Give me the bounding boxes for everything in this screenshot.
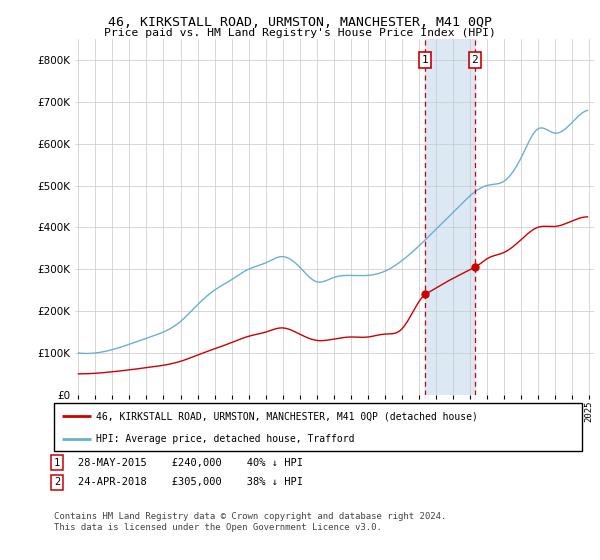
Text: HPI: Average price, detached house, Trafford: HPI: Average price, detached house, Traf… (96, 434, 355, 444)
Text: 1: 1 (422, 55, 428, 65)
Bar (425, 39, 475, 395)
Text: Contains HM Land Registry data © Crown copyright and database right 2024.
This d: Contains HM Land Registry data © Crown c… (54, 512, 446, 532)
Text: 28-MAY-2015    £240,000    40% ↓ HPI: 28-MAY-2015 £240,000 40% ↓ HPI (78, 458, 303, 468)
Text: 2: 2 (472, 55, 478, 65)
Text: Price paid vs. HM Land Registry's House Price Index (HPI): Price paid vs. HM Land Registry's House … (104, 28, 496, 38)
Text: 2: 2 (54, 477, 60, 487)
Text: 46, KIRKSTALL ROAD, URMSTON, MANCHESTER, M41 0QP (detached house): 46, KIRKSTALL ROAD, URMSTON, MANCHESTER,… (96, 411, 478, 421)
Text: 24-APR-2018    £305,000    38% ↓ HPI: 24-APR-2018 £305,000 38% ↓ HPI (78, 477, 303, 487)
Text: 46, KIRKSTALL ROAD, URMSTON, MANCHESTER, M41 0QP: 46, KIRKSTALL ROAD, URMSTON, MANCHESTER,… (108, 16, 492, 29)
Text: 1: 1 (54, 458, 60, 468)
